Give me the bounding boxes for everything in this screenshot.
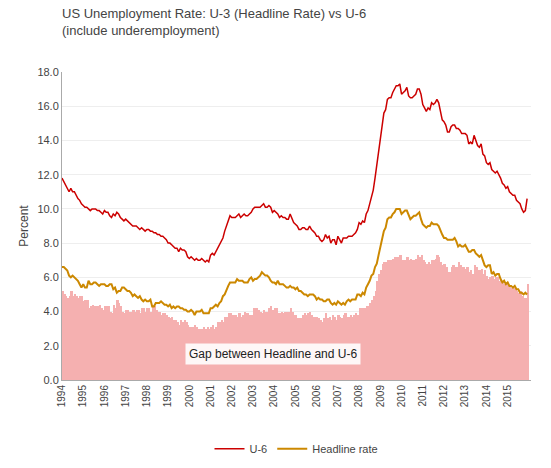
svg-text:2012: 2012 [438, 385, 449, 408]
svg-text:2011: 2011 [417, 385, 428, 407]
svg-text:16.0: 16.0 [37, 100, 58, 112]
svg-text:US Unemployment Rate: U-3 (Hea: US Unemployment Rate: U-3 (Headline Rate… [62, 6, 366, 38]
svg-text:4.0: 4.0 [44, 305, 59, 317]
svg-text:18.0: 18.0 [37, 66, 58, 78]
svg-text:6.0: 6.0 [44, 271, 59, 283]
svg-text:2014: 2014 [481, 385, 492, 408]
svg-text:1996: 1996 [99, 385, 110, 408]
svg-text:2009: 2009 [375, 385, 386, 408]
svg-text:0.0: 0.0 [44, 374, 59, 386]
svg-text:Headline rate: Headline rate [312, 443, 377, 455]
svg-text:2004: 2004 [268, 385, 279, 408]
svg-text:1995: 1995 [77, 385, 88, 408]
svg-text:2008: 2008 [353, 385, 364, 408]
svg-text:Gap between Headline and U-6: Gap between Headline and U-6 [189, 347, 357, 361]
svg-text:1998: 1998 [141, 385, 152, 408]
svg-text:2003: 2003 [247, 385, 258, 408]
svg-text:2015: 2015 [502, 385, 513, 408]
svg-text:1999: 1999 [162, 385, 173, 408]
svg-text:2007: 2007 [332, 385, 343, 408]
svg-text:2002: 2002 [226, 385, 237, 408]
svg-text:Percent: Percent [17, 205, 31, 247]
svg-text:U-6: U-6 [250, 443, 268, 455]
svg-text:2010: 2010 [396, 385, 407, 408]
svg-text:2.0: 2.0 [44, 340, 59, 352]
svg-text:1997: 1997 [120, 385, 131, 408]
svg-text:8.0: 8.0 [44, 237, 59, 249]
svg-text:2006: 2006 [311, 385, 322, 408]
svg-text:2013: 2013 [459, 385, 470, 408]
svg-text:1994: 1994 [56, 385, 67, 408]
svg-text:14.0: 14.0 [37, 134, 58, 146]
svg-text:2000: 2000 [184, 385, 195, 408]
svg-text:2005: 2005 [290, 385, 301, 408]
svg-text:2001: 2001 [205, 385, 216, 408]
svg-text:12.0: 12.0 [37, 169, 58, 181]
svg-text:10.0: 10.0 [37, 203, 58, 215]
